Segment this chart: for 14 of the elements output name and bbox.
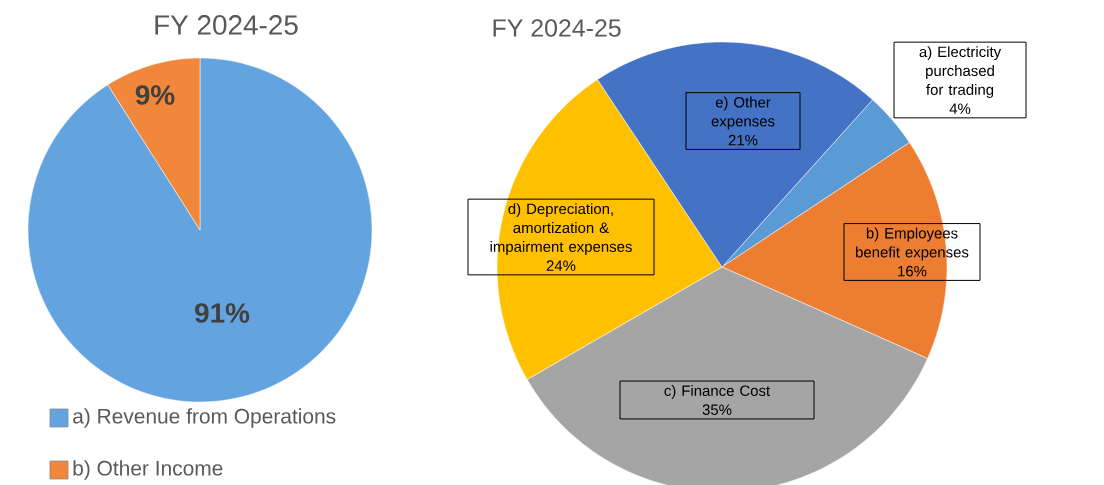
slice-label: a) Electricity purchased for trading xyxy=(919,46,1002,98)
legend-label: b) Other Income xyxy=(73,460,223,480)
data-label: 24% xyxy=(546,260,576,271)
data-label: 16% xyxy=(898,265,927,277)
data-label: 35% xyxy=(702,404,732,415)
chart-title: FY 2024-25 xyxy=(155,15,298,35)
data-label: 91% xyxy=(195,303,250,323)
legend-label: a) Revenue from Operations xyxy=(73,408,336,428)
chart-title: FY 2024-25 xyxy=(493,19,621,37)
slice-label: c) Finance Cost xyxy=(664,385,771,399)
data-label: 9% xyxy=(135,85,175,105)
data-label: 4% xyxy=(949,103,971,114)
slice-label: e) Other expenses xyxy=(711,96,775,130)
data-label: 21% xyxy=(728,134,758,146)
